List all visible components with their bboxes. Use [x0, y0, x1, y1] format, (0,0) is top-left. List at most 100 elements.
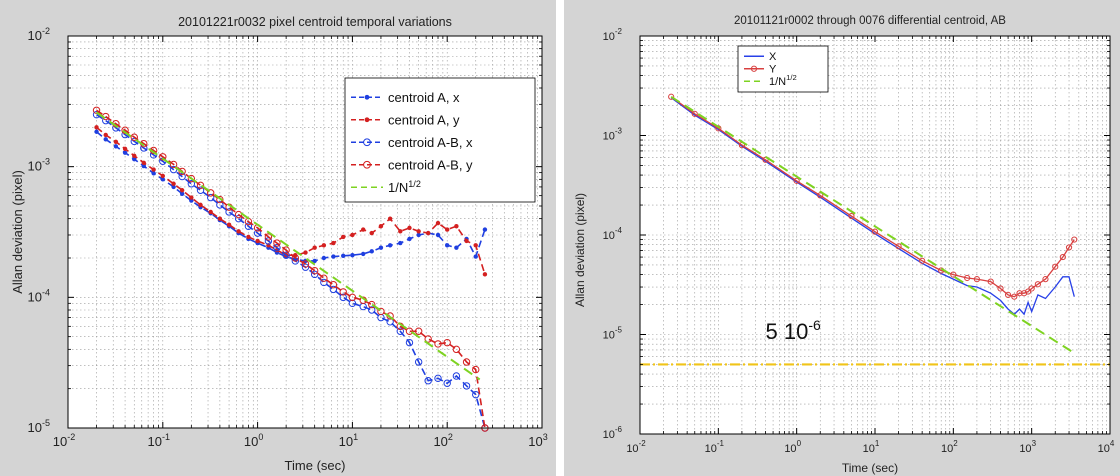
left-data-point: [132, 153, 137, 159]
left-data-point: [310, 270, 319, 279]
left-data-point: [378, 245, 384, 250]
left-data-point: [273, 239, 281, 247]
left-data-point: [151, 167, 156, 172]
left-x-tick-label: 10-1: [148, 432, 170, 449]
left-data-point: [94, 129, 99, 134]
left-data-point: [386, 318, 394, 326]
right-data-point: [1052, 263, 1059, 270]
right-tick-exp: 2: [953, 439, 958, 448]
left-data-point: [435, 220, 441, 226]
left-data-point: [462, 358, 471, 366]
right-tick-exp: -2: [639, 439, 647, 448]
left-data-point: [178, 167, 186, 176]
left-legend-label: centroid A, y: [388, 112, 460, 127]
left-data-point: [130, 133, 138, 141]
left-tick-exp: -1: [162, 432, 170, 442]
right-data-point: [997, 285, 1004, 292]
right-tick-base: 10: [626, 443, 638, 455]
right-tick-exp: 0: [797, 439, 802, 448]
left-data-point: [236, 229, 241, 234]
right-tick-base: 10: [784, 443, 796, 455]
left-y-tick-label: 10-5: [28, 418, 50, 435]
left-data-point: [462, 382, 471, 390]
right-data-point: [871, 228, 879, 235]
right-annotation-base: 5 10: [765, 319, 808, 344]
left-tick-exp: -3: [42, 157, 50, 167]
right-legend: XY1/N1/2: [737, 45, 829, 93]
left-axes-frame: [67, 35, 543, 429]
right-data-point: [1059, 253, 1066, 261]
right-series-2: [668, 93, 1078, 300]
left-data-point: [103, 132, 108, 138]
right-tick-base: 10: [603, 230, 615, 242]
left-data-point: [369, 249, 374, 254]
left-data-point: [443, 379, 451, 387]
left-data-point: [452, 345, 461, 354]
right-x-tick-label: 100: [784, 439, 801, 455]
left-data-point: [206, 193, 215, 202]
left-legend-box: [344, 77, 536, 203]
right-chart-xlabel: Time (sec): [842, 461, 898, 475]
right-x-tick-label: 104: [1098, 439, 1115, 455]
left-legend-label-text: centroid A-B, x: [388, 135, 473, 150]
left-tick-exp: -2: [67, 432, 75, 442]
left-data-point: [320, 278, 328, 287]
right-tick-base: 10: [1019, 443, 1031, 455]
left-legend-label-text: centroid A, x: [388, 90, 460, 105]
left-legend-label: centroid A-B, x: [388, 135, 473, 150]
right-tick-base: 10: [1098, 443, 1110, 455]
left-data-point: [425, 230, 431, 236]
left-data-point: [416, 229, 421, 234]
left-data-point: [368, 300, 376, 309]
left-data-point: [472, 365, 480, 374]
right-data-point: [919, 257, 926, 264]
right-legend-label-text: X: [769, 51, 777, 63]
left-data-point: [303, 250, 308, 255]
left-data-point: [339, 293, 347, 302]
panel-divider: [556, 0, 564, 476]
right-chart: 5 10-610-2 10-1 100 101 102 103 10410-610-510-…: [573, 15, 1115, 475]
left-data-point: [407, 225, 412, 231]
left-tick-exp: -4: [42, 287, 50, 297]
right-x-tick-label: 101: [863, 439, 880, 455]
left-data-point: [369, 230, 374, 236]
left-data-point: [424, 335, 432, 343]
left-data-point: [132, 157, 137, 162]
right-tick-exp: -5: [615, 326, 623, 335]
left-y-tick-label: 10-2: [28, 26, 50, 43]
left-data-point: [151, 171, 156, 176]
left-data-point: [445, 243, 450, 248]
left-tick-base: 10: [244, 434, 258, 449]
left-legend-marker: [364, 117, 370, 123]
right-tick-exp: 1: [875, 439, 880, 448]
right-tick-exp: -3: [615, 127, 623, 136]
left-data-point: [378, 224, 384, 229]
left-data-point: [282, 251, 290, 259]
left-data-point: [424, 377, 432, 385]
right-data-point: [762, 156, 769, 163]
left-tick-base: 10: [339, 434, 353, 449]
right-legend-label: Y: [769, 64, 777, 76]
left-legend-marker: [364, 94, 370, 100]
left-data-point: [482, 227, 488, 232]
right-y-tick-label: 10-6: [603, 425, 623, 441]
left-data-point: [246, 234, 251, 240]
left-data-point: [273, 243, 281, 252]
left-data-point: [160, 177, 165, 182]
left-data-point: [282, 246, 290, 254]
left-series-line: [96, 114, 486, 429]
left-data-point: [312, 258, 317, 264]
right-data-point: [1042, 276, 1049, 283]
left-legend-marker: [363, 138, 371, 147]
left-data-point: [339, 288, 347, 296]
right-chart-ylabel: Allan deviation (pixel): [573, 193, 587, 307]
left-data-point: [454, 224, 459, 229]
right-legend-label: X: [769, 51, 777, 63]
right-data-point: [1071, 236, 1078, 243]
left-data-point: [103, 137, 108, 142]
left-data-point: [113, 144, 119, 149]
left-data-point: [329, 280, 338, 289]
right-data-point: [1020, 290, 1028, 297]
left-data-point: [454, 245, 459, 250]
right-data-point: [668, 93, 675, 100]
